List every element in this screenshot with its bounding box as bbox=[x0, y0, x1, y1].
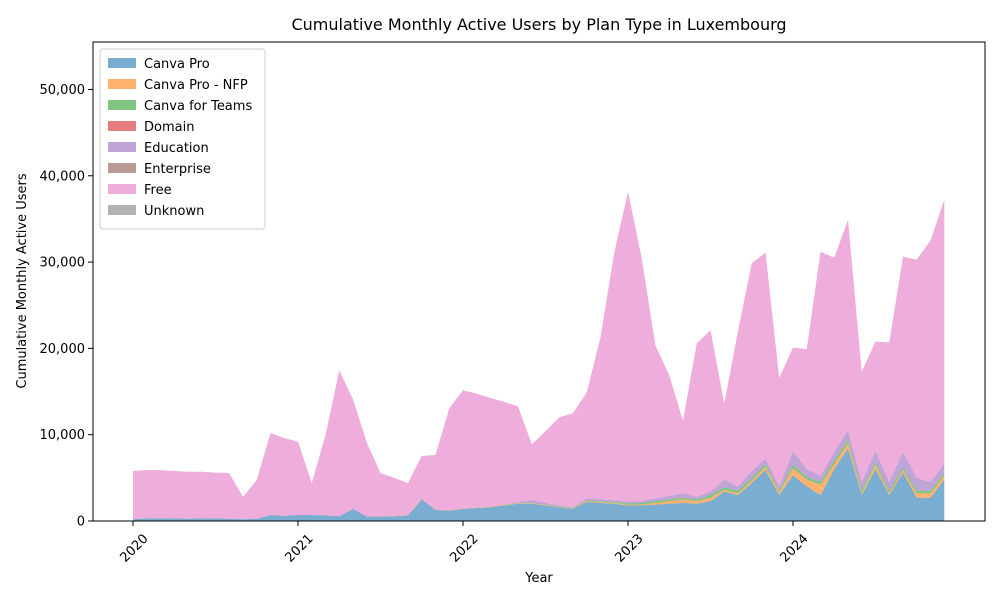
y-tick-label: 50,000 bbox=[40, 83, 86, 98]
area-series-6 bbox=[133, 191, 945, 520]
legend-swatch bbox=[108, 205, 136, 215]
legend-label: Domain bbox=[144, 120, 194, 135]
legend-swatch bbox=[108, 142, 136, 152]
legend-label: Education bbox=[144, 141, 209, 156]
legend-swatch bbox=[108, 100, 136, 110]
legend: Canva Pro Canva Pro - NFP Canva for Teams D… bbox=[99, 48, 266, 230]
legend-frame bbox=[99, 48, 266, 230]
legend-label: Canva Pro bbox=[144, 57, 210, 72]
legend-swatch bbox=[108, 79, 136, 89]
x-tick-label: 2020 bbox=[118, 532, 152, 566]
legend-swatch bbox=[108, 184, 136, 194]
chart-title: Cumulative Monthly Active Users by Plan … bbox=[291, 15, 786, 34]
area-series-group bbox=[133, 191, 945, 521]
y-tick-label: 30,000 bbox=[40, 256, 86, 271]
y-tick-label: 10,000 bbox=[40, 428, 86, 443]
x-axis-title: Year bbox=[524, 571, 553, 586]
y-axis-title: Cumulative Monthly Active Users bbox=[15, 173, 30, 388]
y-tick-label: 20,000 bbox=[40, 342, 86, 357]
legend-swatch bbox=[108, 121, 136, 131]
x-tick-label: 2024 bbox=[778, 532, 812, 566]
plot-frame bbox=[92, 41, 986, 522]
legend-label: Canva for Teams bbox=[144, 99, 252, 114]
legend-label: Unknown bbox=[144, 204, 204, 219]
x-tick-label: 2023 bbox=[613, 532, 647, 566]
x-tick-label: 2022 bbox=[448, 532, 482, 566]
legend-label: Free bbox=[144, 183, 172, 198]
legend-swatch bbox=[108, 58, 136, 68]
x-tick-label: 2021 bbox=[283, 532, 317, 566]
area-series-0 bbox=[133, 448, 945, 521]
y-tick-label: 0 bbox=[77, 515, 85, 530]
y-axis: 0 10,000 20,000 30,000 40,000 50,000 bbox=[40, 83, 93, 530]
legend-label: Canva Pro - NFP bbox=[144, 78, 248, 93]
legend-swatch bbox=[108, 163, 136, 173]
y-tick-label: 40,000 bbox=[40, 169, 86, 184]
x-axis: 2020 2021 2022 2023 2024 bbox=[118, 521, 812, 566]
legend-label: Enterprise bbox=[144, 162, 211, 177]
